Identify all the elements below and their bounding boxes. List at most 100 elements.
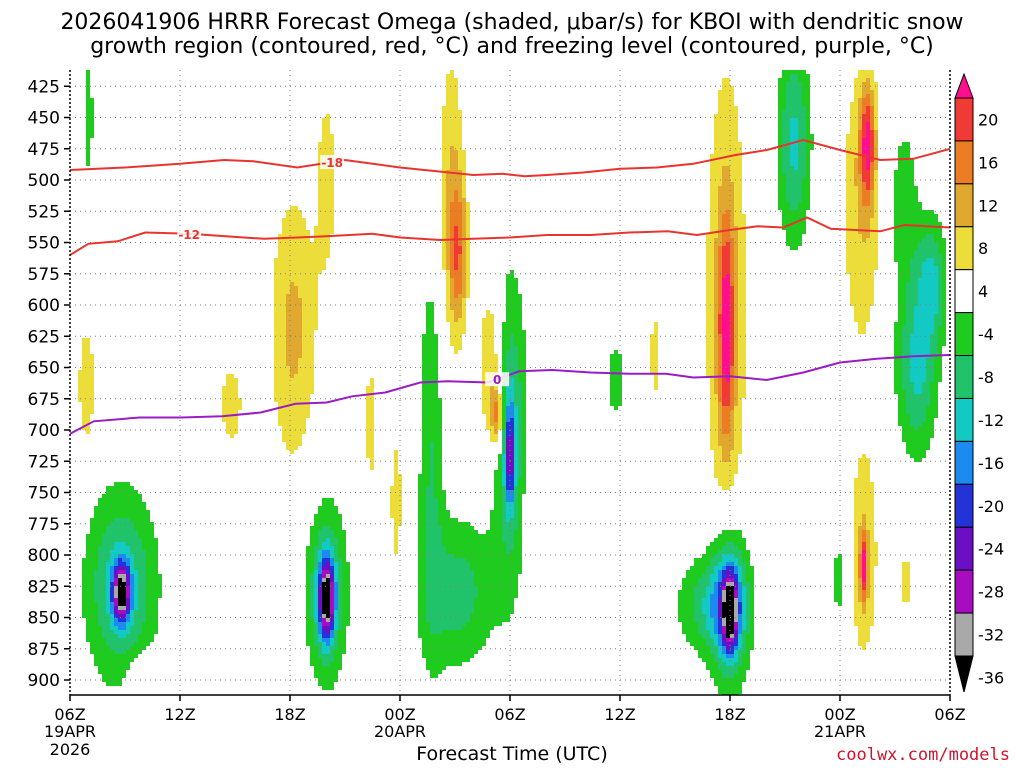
omega-cell — [446, 102, 450, 106]
omega-cell — [134, 506, 138, 510]
omega-cell — [910, 266, 914, 270]
omega-cell — [730, 326, 734, 330]
omega-cell — [426, 510, 430, 514]
omega-cell — [514, 470, 518, 474]
omega-cell — [330, 190, 334, 194]
omega-cell — [734, 442, 738, 446]
omega-cell — [942, 314, 946, 318]
omega-cell — [294, 390, 298, 394]
omega-cell — [730, 406, 734, 410]
omega-cell — [326, 250, 330, 254]
omega-cell — [866, 242, 870, 246]
omega-cell — [450, 298, 454, 302]
omega-cell — [482, 386, 486, 390]
omega-cell — [798, 206, 802, 210]
omega-cell — [510, 526, 514, 530]
omega-cell — [278, 378, 282, 382]
omega-cell — [434, 334, 438, 338]
omega-cell — [910, 174, 914, 178]
omega-cell — [138, 510, 142, 514]
omega-cell — [790, 206, 794, 210]
omega-cell — [862, 306, 866, 310]
omega-cell — [866, 530, 870, 534]
omega-cell — [434, 494, 438, 498]
omega-cell — [854, 490, 858, 494]
omega-cell — [310, 278, 314, 282]
omega-cell — [926, 422, 930, 426]
omega-cell — [862, 206, 866, 210]
omega-cell — [862, 198, 866, 202]
omega-cell — [278, 382, 282, 386]
omega-cell — [418, 478, 422, 482]
omega-cell — [726, 274, 730, 278]
omega-cell — [462, 534, 466, 538]
omega-cell — [726, 454, 730, 458]
omega-cell — [294, 262, 298, 266]
omega-cell — [870, 506, 874, 510]
omega-cell — [894, 382, 898, 386]
omega-cell — [778, 134, 782, 138]
omega-cell — [806, 170, 810, 174]
omega-cell — [786, 198, 790, 202]
omega-cell — [734, 198, 738, 202]
omega-cell — [126, 486, 130, 490]
omega-cell — [446, 122, 450, 126]
omega-cell — [366, 446, 370, 450]
omega-cell — [430, 418, 434, 422]
omega-cell — [714, 398, 718, 402]
omega-cell — [458, 186, 462, 190]
omega-cell — [322, 126, 326, 130]
omega-cell — [434, 442, 438, 446]
omega-cell — [446, 274, 450, 278]
omega-cell — [510, 322, 514, 326]
omega-cell — [446, 78, 450, 82]
omega-cell — [282, 278, 286, 282]
omega-cell — [506, 354, 510, 358]
omega-cell — [910, 206, 914, 210]
omega-cell — [722, 138, 726, 142]
omega-cell — [518, 434, 522, 438]
omega-cell — [614, 374, 618, 378]
omega-cell — [310, 346, 314, 350]
omega-cell — [710, 278, 714, 282]
omega-cell — [418, 486, 422, 490]
omega-cell — [454, 106, 458, 110]
omega-cell — [498, 538, 502, 542]
omega-cell — [230, 374, 234, 378]
omega-cell — [502, 534, 506, 538]
omega-cell — [518, 474, 522, 478]
omega-cell — [282, 234, 286, 238]
omega-cell — [858, 158, 862, 162]
omega-cell — [286, 398, 290, 402]
omega-cell — [654, 366, 658, 370]
omega-cell — [706, 286, 710, 290]
omega-cell — [294, 306, 298, 310]
omega-cell — [322, 238, 326, 242]
omega-cell — [302, 234, 306, 238]
omega-cell — [226, 386, 230, 390]
omega-cell — [862, 134, 866, 138]
omega-cell — [314, 298, 318, 302]
omega-cell — [450, 338, 454, 342]
omega-cell — [930, 306, 934, 310]
omega-cell — [850, 178, 854, 182]
omega-cell — [786, 230, 790, 234]
omega-cell — [934, 366, 938, 370]
omega-cell — [82, 374, 86, 378]
omega-cell — [926, 238, 930, 242]
omega-cell — [446, 226, 450, 230]
omega-cell — [802, 214, 806, 218]
omega-cell — [290, 214, 294, 218]
omega-cell — [454, 146, 458, 150]
omega-cell — [710, 358, 714, 362]
omega-cell — [938, 310, 942, 314]
omega-cell — [446, 162, 450, 166]
omega-cell — [734, 402, 738, 406]
omega-cell — [778, 142, 782, 146]
omega-cell — [846, 254, 850, 258]
omega-cell — [902, 258, 906, 262]
omega-cell — [906, 402, 910, 406]
omega-cell — [902, 326, 906, 330]
omega-cell — [734, 462, 738, 466]
omega-cell — [430, 410, 434, 414]
